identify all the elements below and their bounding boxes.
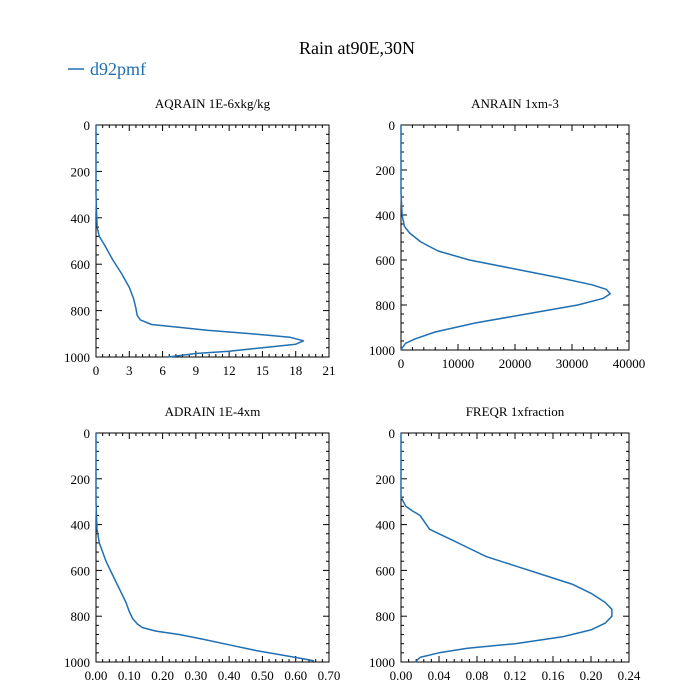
y-tick-label: 0	[389, 426, 396, 441]
y-tick-label: 1000	[64, 655, 90, 670]
x-tick-label: 0.70	[318, 668, 341, 683]
y-tick-label: 800	[71, 304, 91, 319]
series-line-d92pmf	[95, 125, 305, 358]
y-tick-label: 400	[376, 518, 396, 533]
y-tick-label: 600	[376, 563, 396, 578]
y-tick-label: 800	[71, 609, 91, 624]
y-tick-label: 800	[376, 609, 396, 624]
chart-panel-2: ANRAIN 1xm-3 0 10000 20000 30000 40000 0 200 400…	[369, 96, 645, 371]
x-tick-label: 0.20	[580, 668, 603, 683]
y-tick-label: 200	[71, 164, 91, 179]
y-tick-label: 600	[71, 257, 91, 272]
x-tick-label: 20000	[499, 356, 532, 371]
y-tick-label: 0	[84, 426, 91, 441]
chart-panel-1: AQRAIN 1E-6xkg/kg 0 3 6 9 12 15 18 21 0 200 400 600 8…	[64, 96, 336, 378]
x-tick-label: 18	[289, 363, 302, 378]
plot-frame	[95, 432, 330, 663]
y-tick-label: 0	[389, 118, 396, 133]
series-line-d92pmf	[95, 433, 315, 662]
y-tick-label: 0	[84, 118, 91, 133]
x-tick-label: 15	[256, 363, 269, 378]
y-tick-label: 1000	[64, 350, 90, 365]
y-tick-label: 600	[71, 563, 91, 578]
x-tick-label: 40000	[613, 356, 646, 371]
figure-title: Rain at90E,30N	[299, 38, 415, 58]
plot-frame	[95, 124, 330, 358]
y-tick-label: 600	[376, 253, 396, 268]
x-tick-label: 12	[223, 363, 236, 378]
x-tick-label: 3	[126, 363, 133, 378]
x-tick-label: 0.00	[85, 668, 108, 683]
x-tick-label: 0.10	[118, 668, 141, 683]
chart-panel-3: ADRAIN 1E-4xm 0.00 0.10 0.20 0.30 0.40 0.50 0.6…	[64, 404, 340, 683]
legend: d92pmf	[68, 59, 146, 79]
x-tick-label: 0.16	[542, 668, 565, 683]
x-tick-label: 0.12	[504, 668, 527, 683]
y-tick-label: 400	[71, 518, 91, 533]
x-tick-label: 10000	[442, 356, 475, 371]
panel-title: ADRAIN 1E-4xm	[165, 404, 261, 419]
x-tick-label: 0	[93, 363, 100, 378]
legend-label: d92pmf	[90, 59, 146, 79]
y-tick-label: 400	[71, 211, 91, 226]
y-tick-label: 400	[376, 208, 396, 223]
x-tick-label: 0.04	[428, 668, 451, 683]
x-tick-label: 21	[323, 363, 336, 378]
x-tick-label: 0.60	[284, 668, 307, 683]
y-tick-label: 200	[376, 163, 396, 178]
x-tick-label: 0.20	[151, 668, 174, 683]
y-tick-label: 200	[376, 472, 396, 487]
x-tick-label: 0.30	[184, 668, 207, 683]
x-tick-label: 0.24	[618, 668, 641, 683]
y-tick-label: 200	[71, 472, 91, 487]
panel-title: FREQR 1xfraction	[466, 404, 565, 419]
x-tick-label: 0.40	[218, 668, 241, 683]
y-tick-label: 1000	[369, 343, 395, 358]
x-tick-label: 0.00	[390, 668, 413, 683]
x-tick-label: 6	[159, 363, 166, 378]
series-line-d92pmf	[400, 125, 611, 351]
y-tick-label: 800	[376, 298, 396, 313]
x-tick-label: 0.50	[251, 668, 274, 683]
panel-title: ANRAIN 1xm-3	[471, 96, 559, 111]
x-tick-label: 0	[398, 356, 405, 371]
x-tick-label: 9	[193, 363, 200, 378]
x-tick-label: 30000	[556, 356, 589, 371]
x-tick-label: 0.08	[466, 668, 489, 683]
y-tick-label: 1000	[369, 655, 395, 670]
series-line-d92pmf	[400, 433, 613, 663]
chart-panel-4: FREQR 1xfraction 0.00 0.04 0.08 0.12 0.16 0.20…	[369, 404, 641, 683]
panel-title: AQRAIN 1E-6xkg/kg	[155, 96, 271, 111]
